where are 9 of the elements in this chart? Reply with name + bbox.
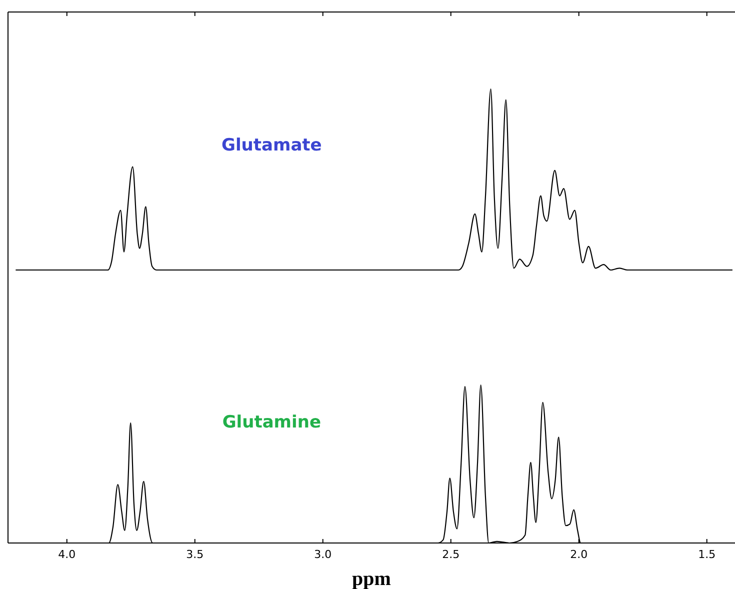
x-tick-label: 3.0 (314, 548, 332, 561)
text: Glutamine (222, 412, 321, 433)
x-tick-label: 4.0 (58, 548, 76, 561)
text: Glutamate (222, 136, 322, 156)
x-tick-label: 1.5 (698, 548, 716, 561)
x-axis-title: ppm (352, 568, 392, 589)
x-tick-label: 2.5 (442, 548, 460, 561)
x-tick-label: 3.5 (186, 548, 204, 561)
x-tick-label: 2.0 (570, 548, 588, 561)
